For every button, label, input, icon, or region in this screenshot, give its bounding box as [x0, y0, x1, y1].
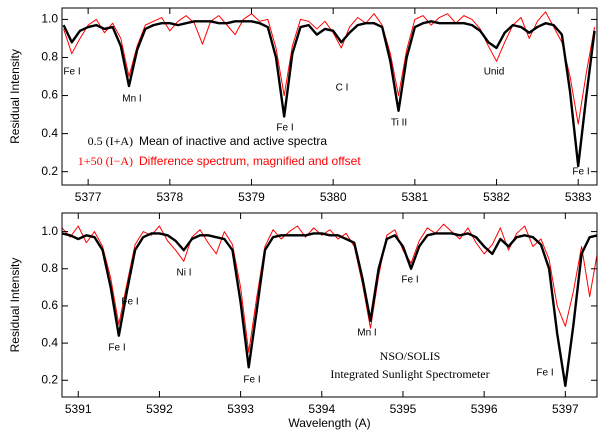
x-tick-label: 5397	[552, 402, 579, 416]
y-tick-label: 0.6	[41, 298, 58, 312]
y-tick-label: 0.2	[41, 164, 58, 178]
x-tick-label: 5395	[390, 402, 417, 416]
x-tick-label: 5391	[65, 402, 92, 416]
legend-formula: 1+50 (I−A)	[78, 154, 133, 168]
plot-frame	[61, 212, 598, 398]
x-tick-label: 5396	[471, 402, 498, 416]
x-tick-label: 5393	[227, 402, 254, 416]
line-annotation: Ti II	[391, 118, 407, 129]
legend-label: Difference spectrum, magnified and offse…	[139, 154, 361, 168]
x-tick-label: 5381	[402, 190, 429, 204]
line-annotation: Fe I	[572, 167, 589, 178]
x-axis-label: Wavelength (A)	[288, 416, 370, 430]
spectrum-line	[62, 20, 596, 168]
line-annotation: Fe I	[243, 375, 260, 386]
spectrum-line	[62, 232, 597, 388]
plot-area	[62, 223, 597, 388]
x-tick-label: 5379	[238, 190, 265, 204]
line-annotation: NSO/SOLIS	[380, 349, 441, 363]
x-tick-label: 5377	[75, 190, 102, 204]
y-axis-label: Residual Intensity	[8, 49, 22, 144]
y-axis-label: Residual Intensity	[8, 258, 22, 353]
y-tick-label: 0.4	[41, 335, 58, 349]
x-tick-label: 5380	[320, 190, 347, 204]
y-tick-label: 0.6	[41, 88, 58, 102]
line-annotation: Fe I	[121, 297, 138, 308]
y-tick-label: 0.8	[41, 50, 58, 64]
line-annotation: Integrated Sunlight Spectrometer	[330, 367, 489, 381]
plot-frame	[61, 7, 598, 186]
spectrum-line	[63, 11, 596, 125]
x-tick-label: 5382	[483, 190, 510, 204]
x-tick-label: 5392	[146, 402, 173, 416]
line-annotation: Fe I	[536, 368, 553, 379]
legend-formula: 0.5 (I+A)	[88, 134, 133, 148]
plot-area	[62, 11, 596, 168]
line-annotation: Fe I	[276, 123, 293, 134]
line-annotation: Ni I	[177, 268, 192, 279]
line-annotation: Mn I	[357, 328, 376, 339]
y-tick-label: 1.0	[41, 224, 58, 238]
x-tick-label: 5394	[308, 402, 335, 416]
legend-label: Mean of inactive and active spectra	[139, 134, 327, 148]
line-annotation: C I	[336, 83, 349, 94]
line-annotation: Fe I	[108, 343, 125, 354]
y-tick-label: 1.0	[41, 12, 58, 26]
line-annotation: Fe I	[63, 67, 80, 78]
line-annotation: Unid	[484, 67, 505, 78]
y-tick-label: 0.8	[41, 261, 58, 275]
x-tick-label: 5383	[565, 190, 592, 204]
line-annotation: Mn I	[122, 94, 141, 105]
y-tick-label: 0.4	[41, 126, 58, 140]
y-tick-label: 0.2	[41, 372, 58, 386]
x-tick-label: 5378	[156, 190, 183, 204]
spectrum-line	[62, 223, 597, 353]
line-annotation: Fe I	[401, 275, 418, 286]
